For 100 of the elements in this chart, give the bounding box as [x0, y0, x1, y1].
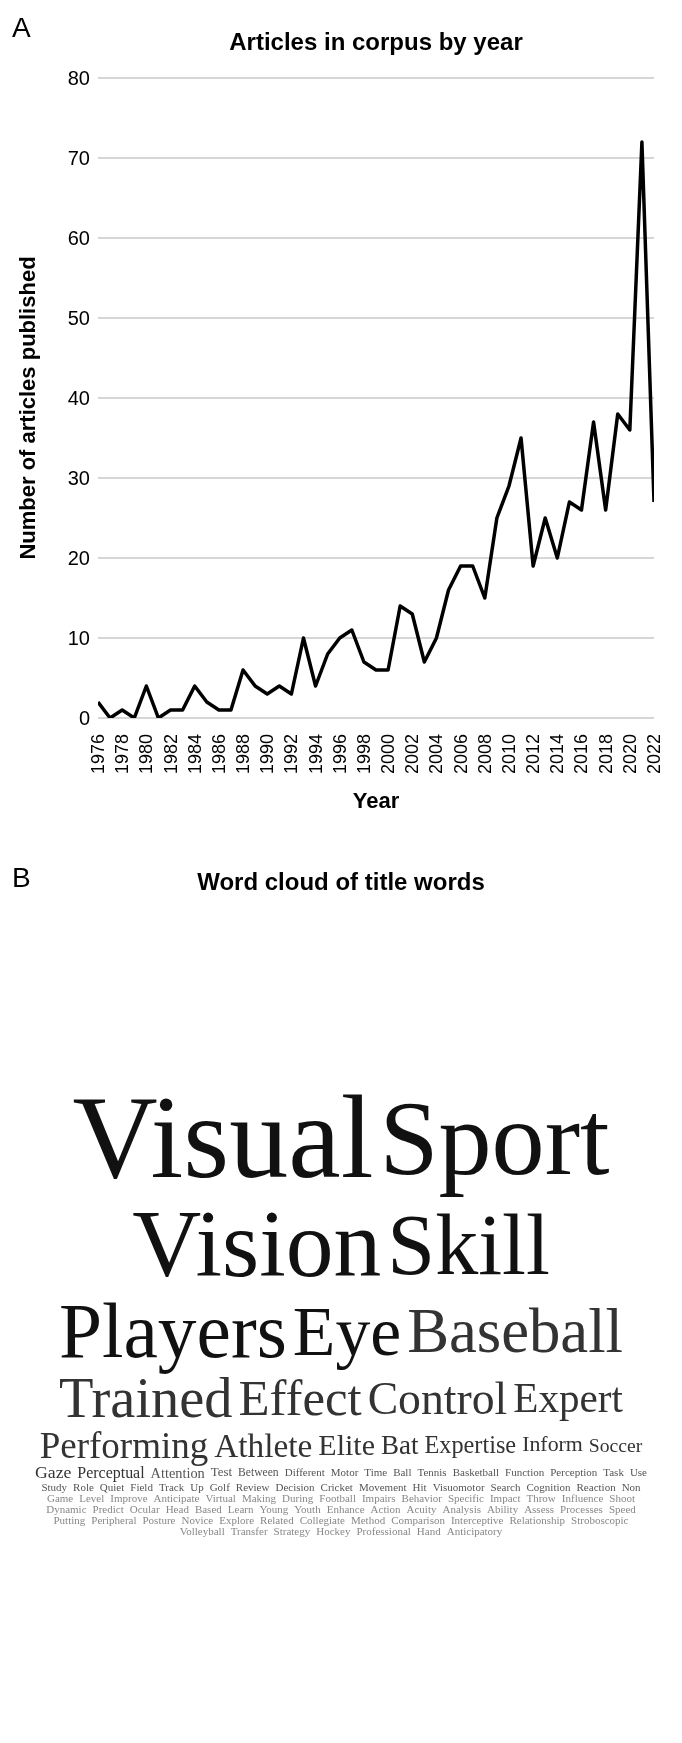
text: Basketball: [452, 1466, 500, 1479]
text: Shoot: [609, 1491, 636, 1504]
text: Skill: [387, 1197, 550, 1294]
text: Athlete: [214, 1426, 313, 1464]
text: Influence: [561, 1491, 604, 1504]
text: Tennis: [417, 1466, 447, 1479]
text: Study: [41, 1480, 68, 1493]
text: Related: [260, 1513, 294, 1526]
text: Effect: [238, 1370, 362, 1427]
text: Football: [319, 1491, 356, 1504]
y-tick-label: 10: [67, 627, 90, 650]
text: Perceptual: [77, 1463, 145, 1481]
text: Making: [241, 1491, 277, 1504]
text: Ball: [393, 1466, 412, 1479]
text: Explore: [219, 1513, 255, 1526]
text: Track: [158, 1480, 185, 1493]
text: Method: [350, 1513, 386, 1526]
line-series: [98, 140, 654, 718]
text: Review: [235, 1480, 270, 1493]
text: Golf: [209, 1480, 230, 1493]
text: Learn: [227, 1502, 254, 1515]
text: Enhance: [326, 1502, 365, 1515]
y-tick-label: 30: [67, 467, 90, 490]
x-tick-label: 1988: [233, 734, 254, 775]
text: Novice: [181, 1513, 214, 1526]
y-axis-title: Number of articles published: [15, 256, 41, 560]
text: Relationship: [509, 1513, 566, 1526]
x-tick-label: 2010: [498, 734, 519, 775]
text: Anticipate: [153, 1491, 200, 1504]
text: Test: [210, 1464, 233, 1480]
text: Action: [370, 1502, 401, 1515]
x-tick-label: 1982: [160, 734, 181, 775]
text: Throw: [526, 1491, 556, 1504]
text: Baseball: [407, 1296, 624, 1367]
text: Peripheral: [91, 1513, 137, 1526]
x-tick-label: 1994: [305, 734, 326, 775]
text: Cricket: [320, 1480, 353, 1493]
text: Level: [79, 1491, 105, 1504]
text: Field: [130, 1480, 153, 1493]
y-tick-label: 80: [67, 67, 90, 90]
text: Different: [284, 1466, 325, 1479]
x-tick-label: 1984: [184, 734, 205, 775]
x-tick-label: 2014: [547, 734, 568, 775]
text: Acuity: [406, 1502, 437, 1515]
text: Impairs: [361, 1491, 396, 1504]
y-tick-label: 20: [67, 547, 90, 570]
text: Head: [165, 1502, 189, 1515]
text: Hit: [412, 1480, 427, 1493]
text: Between: [238, 1465, 279, 1479]
text: Sport: [379, 1079, 610, 1198]
x-tick-label: 2016: [571, 734, 592, 775]
text: Decision: [275, 1480, 315, 1493]
text: Cognition: [526, 1480, 571, 1493]
x-tick-label: 2004: [426, 734, 447, 775]
text: Behavior: [401, 1491, 442, 1504]
x-tick-label: 2020: [619, 734, 640, 775]
text: Reaction: [576, 1480, 616, 1493]
text: Time: [364, 1466, 388, 1479]
x-tick-label: 1990: [257, 734, 278, 775]
text: Predict: [92, 1502, 124, 1515]
x-tick-label: 2006: [450, 734, 471, 775]
x-tick-label: 1992: [281, 734, 302, 775]
text: Motor: [330, 1466, 359, 1479]
text: Assess: [524, 1502, 555, 1515]
text: Expertise: [424, 1431, 517, 1459]
text: Search: [490, 1480, 521, 1493]
text: Dynamic: [46, 1502, 87, 1515]
text: Collegiate: [299, 1513, 345, 1526]
x-tick-label: 2000: [378, 734, 399, 775]
text: Word cloud of title words: [197, 868, 485, 895]
x-tick-label: 1998: [353, 734, 374, 775]
y-tick-label: 40: [67, 387, 90, 410]
text: B: [12, 862, 31, 894]
text: Hand: [416, 1524, 441, 1537]
text: Movement: [358, 1480, 407, 1493]
x-tick-label: 1980: [136, 734, 157, 775]
text: Role: [73, 1480, 94, 1493]
text: Stroboscopic: [571, 1513, 629, 1526]
y-tick-label: 60: [67, 227, 90, 250]
text: Game: [46, 1491, 74, 1504]
text: Expert: [513, 1375, 623, 1422]
x-tick-label: 2008: [474, 734, 495, 775]
x-tick-label: 1978: [112, 734, 133, 775]
text: Strategy: [273, 1524, 311, 1537]
y-tick-label: 0: [78, 707, 90, 730]
text: Ability: [486, 1502, 519, 1515]
text: Non: [621, 1480, 641, 1493]
text: During: [282, 1491, 314, 1504]
y-tick-label: 70: [67, 147, 90, 170]
text: Perception: [550, 1466, 598, 1479]
text: Control: [367, 1372, 508, 1424]
text: Improve: [110, 1491, 148, 1504]
y-tick-label: 50: [67, 307, 90, 330]
text: Inform: [522, 1432, 583, 1457]
text: Visuomotor: [432, 1480, 485, 1493]
x-tick-label: 2012: [523, 734, 544, 775]
text: Based: [194, 1502, 222, 1515]
text: Analysis: [442, 1502, 481, 1515]
text: Task: [603, 1466, 624, 1479]
x-tick-label: 2002: [402, 734, 423, 775]
